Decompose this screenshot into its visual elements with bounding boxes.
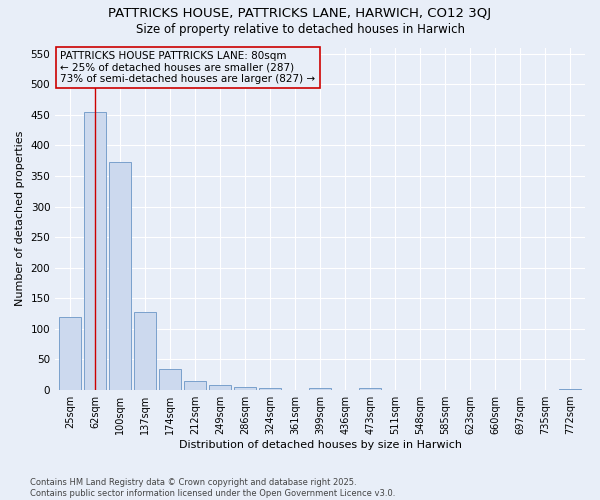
Text: PATTRICKS HOUSE, PATTRICKS LANE, HARWICH, CO12 3QJ: PATTRICKS HOUSE, PATTRICKS LANE, HARWICH… — [109, 8, 491, 20]
Text: Size of property relative to detached houses in Harwich: Size of property relative to detached ho… — [136, 22, 464, 36]
Bar — [234, 387, 256, 390]
Bar — [109, 162, 131, 390]
Text: PATTRICKS HOUSE PATTRICKS LANE: 80sqm
← 25% of detached houses are smaller (287): PATTRICKS HOUSE PATTRICKS LANE: 80sqm ← … — [61, 51, 316, 84]
Bar — [559, 389, 581, 390]
Bar — [259, 388, 281, 390]
Bar — [159, 368, 181, 390]
Bar — [184, 381, 206, 390]
Bar — [309, 388, 331, 390]
Bar — [59, 316, 82, 390]
Bar — [209, 385, 232, 390]
Bar — [134, 312, 157, 390]
Bar — [84, 112, 106, 390]
Text: Contains HM Land Registry data © Crown copyright and database right 2025.
Contai: Contains HM Land Registry data © Crown c… — [30, 478, 395, 498]
Y-axis label: Number of detached properties: Number of detached properties — [15, 131, 25, 306]
X-axis label: Distribution of detached houses by size in Harwich: Distribution of detached houses by size … — [179, 440, 461, 450]
Bar — [359, 388, 382, 390]
